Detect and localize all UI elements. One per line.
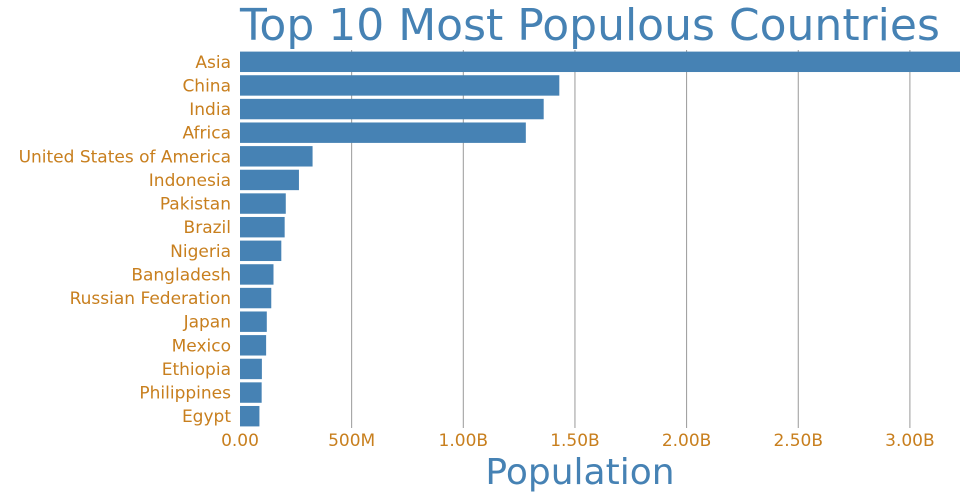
bar[interactable] (240, 311, 267, 332)
bar[interactable] (240, 264, 274, 285)
bar[interactable] (240, 98, 544, 120)
bar[interactable] (240, 51, 960, 73)
category-label: India (189, 100, 231, 120)
bar[interactable] (240, 405, 260, 427)
x-tick-label: 1.50B (550, 431, 600, 451)
bar[interactable] (240, 146, 313, 167)
bar[interactable] (240, 240, 282, 262)
x-tick-label: 1.00B (439, 431, 489, 451)
category-label: Ethiopia (162, 360, 231, 380)
category-label: Bangladesh (131, 265, 231, 285)
bar[interactable] (240, 335, 267, 356)
category-label: Brazil (184, 218, 231, 238)
bars (240, 51, 960, 427)
category-label: Egypt (182, 407, 231, 427)
category-label: United States of America (19, 147, 231, 167)
x-tick-labels: 0.00500M1.00B1.50B2.00B2.50B3.00B3.50B4.… (221, 431, 935, 451)
category-label: Nigeria (170, 242, 231, 262)
bar[interactable] (240, 169, 299, 191)
x-tick-label: 500M (328, 431, 375, 451)
x-axis-title: Population (485, 452, 674, 493)
x-tick-label: 2.50B (773, 431, 823, 451)
category-label: Indonesia (149, 171, 231, 191)
bar[interactable] (240, 382, 262, 403)
bar[interactable] (240, 193, 286, 214)
x-tick-label: 3.00B (885, 431, 935, 451)
bar[interactable] (240, 287, 272, 309)
category-label: Japan (183, 313, 231, 333)
category-label: Mexico (172, 336, 231, 356)
category-label: Asia (195, 53, 231, 73)
chart-title: Top 10 Most Populous Countries (239, 0, 940, 51)
category-labels: Asia China India Africa United States of Ame… (19, 53, 232, 427)
x-tick-label: 2.00B (662, 431, 712, 451)
category-label: Russian Federation (70, 289, 231, 309)
bar[interactable] (240, 358, 262, 380)
bar[interactable] (240, 75, 560, 96)
bar[interactable] (240, 216, 285, 238)
category-label: Pakistan (160, 195, 231, 215)
bar[interactable] (240, 122, 526, 143)
category-label: Philippines (139, 384, 231, 404)
category-label: China (182, 76, 231, 96)
x-tick-label: 0.00 (221, 431, 259, 451)
category-label: Africa (183, 124, 232, 144)
